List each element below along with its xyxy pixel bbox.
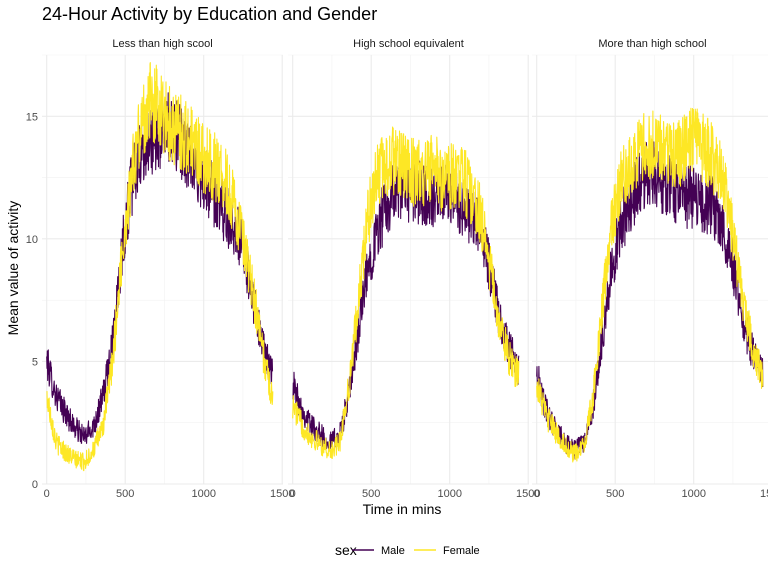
series-line-male: [46, 92, 274, 444]
panel-2: High school equivalent 0 500 1000 1500: [288, 38, 540, 500]
panel-label: High school equivalent: [353, 38, 464, 50]
y-tick-label: 5: [32, 356, 38, 368]
legend: sex Male Female: [335, 542, 480, 558]
series-line-female: [46, 62, 274, 472]
series-line-male: [536, 138, 764, 460]
y-tick-label: 0: [32, 479, 38, 491]
chart-title: 24-Hour Activity by Education and Gender: [42, 4, 378, 24]
panel-label: Less than high scool: [112, 38, 212, 50]
x-tick-label: 1500: [516, 488, 540, 500]
x-tick-label: 1000: [681, 488, 705, 500]
x-tick-label: 500: [362, 488, 380, 500]
y-tick-label: 15: [26, 111, 38, 123]
series-line-female: [536, 107, 764, 463]
x-tick-label: 1500: [760, 488, 768, 500]
x-tick-label: 1000: [437, 488, 461, 500]
y-axis-title: Mean value of activity: [5, 201, 21, 336]
x-tick-label: 1500: [270, 488, 294, 500]
panel-3: More than high school 0 500 1000 1500: [532, 38, 768, 500]
y-tick-label: 10: [26, 234, 38, 246]
legend-title: sex: [335, 542, 357, 558]
x-tick-label: 500: [606, 488, 624, 500]
x-axis-title: Time in mins: [363, 501, 442, 517]
x-tick-label: 1000: [191, 488, 215, 500]
x-tick-label: 0: [44, 488, 50, 500]
panel-label: More than high school: [598, 38, 706, 50]
x-tick-label: 0: [290, 488, 296, 500]
series-line-male: [292, 158, 520, 452]
x-tick-label: 0: [534, 488, 540, 500]
series-line-female: [292, 126, 520, 460]
legend-label-female: Female: [443, 545, 480, 557]
legend-label-male: Male: [381, 545, 405, 557]
x-tick-label: 500: [116, 488, 134, 500]
